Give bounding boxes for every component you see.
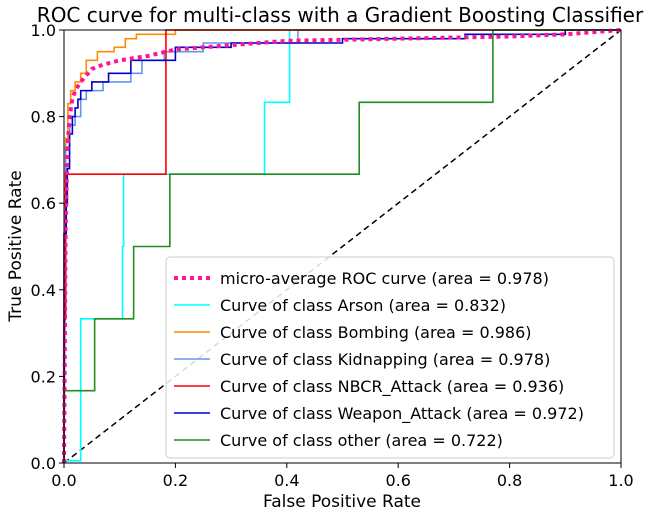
y-axis-label: True Positive Rate	[6, 170, 26, 322]
y-tick-label: 0.4	[31, 281, 56, 300]
legend-label-4: Curve of class NBCR_Attack (area = 0.936…	[220, 377, 564, 397]
series-line-1	[63, 29, 621, 463]
chart-title: ROC curve for multi-class with a Gradien…	[37, 3, 644, 27]
series-line-2	[63, 29, 621, 464]
x-tick-label: 0.8	[497, 471, 522, 490]
legend-label-1: Curve of class Arson (area = 0.832)	[220, 296, 506, 315]
y-tick-label: 0.6	[31, 194, 56, 213]
legend-label-0: micro-average ROC curve (area = 0.978)	[220, 269, 549, 288]
legend: micro-average ROC curve (area = 0.978) Cu…	[165, 256, 615, 459]
y-tick-label: 0.0	[31, 454, 56, 473]
x-tick-label: 0.0	[51, 471, 76, 490]
reference-diagonal-layer	[63, 29, 622, 464]
legend-box	[165, 256, 615, 459]
x-tick-label: 1.0	[608, 471, 633, 490]
y-tick-label: 0.8	[31, 108, 56, 127]
y-tick-label: 0.2	[31, 367, 56, 386]
ticks-layer: 0.0 0.2 0.4 0.6 0.8 1.0 0.0 0.2 0.4 0.6 0.8 1.0	[31, 21, 634, 490]
series-line-6	[63, 29, 621, 463]
legend-label-2: Curve of class Bombing (area = 0.986)	[220, 323, 531, 342]
series-line-5	[63, 29, 621, 463]
legend-label-5: Curve of class Weapon_Attack (area = 0.9…	[220, 404, 584, 424]
reference-diagonal-line	[63, 29, 622, 464]
x-tick-label: 0.4	[274, 471, 299, 490]
x-tick-label: 0.2	[163, 471, 188, 490]
plot-frame	[63, 29, 622, 464]
series-line-0	[62, 28, 622, 464]
series-line-3	[63, 29, 621, 464]
x-axis-label: False Positive Rate	[263, 492, 421, 512]
x-tick-label: 0.6	[385, 471, 410, 490]
y-tick-label: 1.0	[31, 21, 56, 40]
legend-label-3: Curve of class Kidnapping (area = 0.978)	[220, 350, 550, 369]
legend-label-6: Curve of class other (area = 0.722)	[220, 431, 503, 450]
